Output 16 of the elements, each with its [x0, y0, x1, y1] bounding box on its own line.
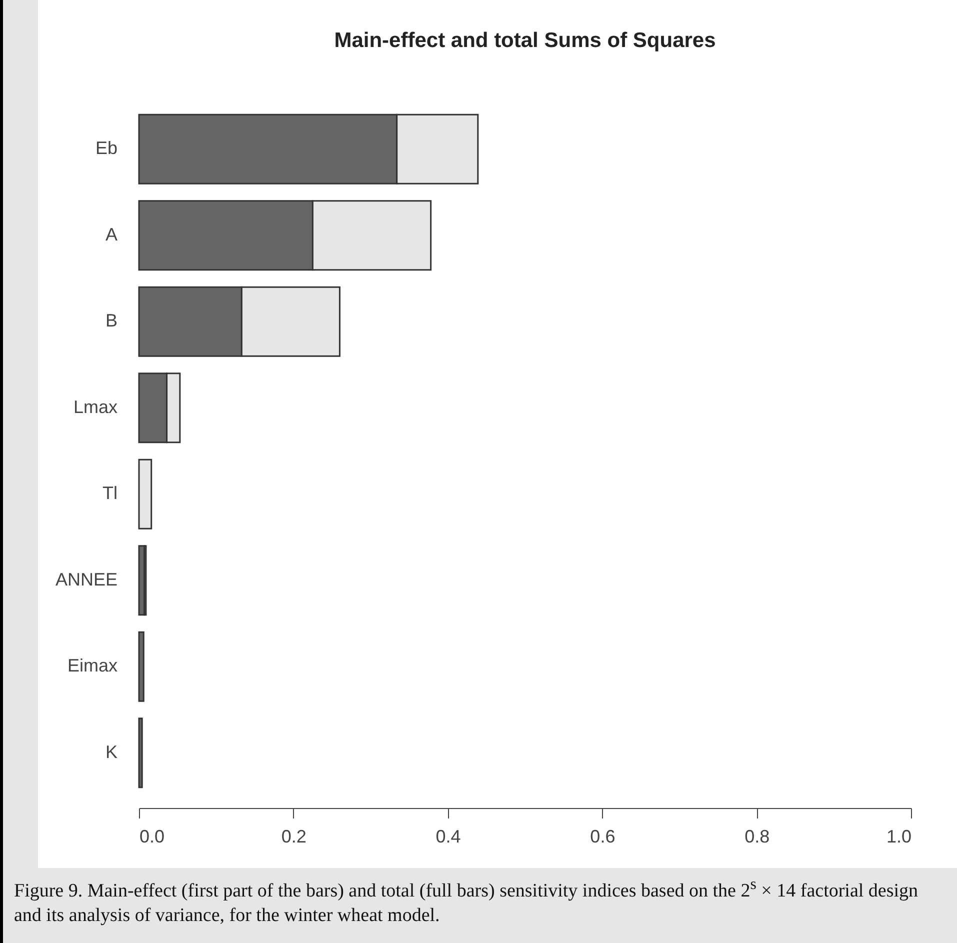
x-tick-label: 1.0 [886, 826, 912, 846]
y-tick-label: B [105, 310, 118, 331]
x-tick-label: 0.6 [590, 826, 616, 846]
y-tick-label: Tl [102, 483, 118, 504]
x-tick-label: 0.2 [281, 826, 306, 846]
y-tick-label: K [105, 742, 118, 762]
y-tick-label: ANNEE [55, 569, 118, 590]
x-tick-label: 0.4 [436, 826, 461, 846]
text: Figure 9. Main-effect (first part of the bars) and total (full bars) sensitivity indices based on the 2$^{s}$ × 14 factorial design and its analysis of variance, for the winter wheat model. [14, 876, 918, 926]
chart-title: Main-effect and total Sums of Squares [334, 29, 716, 52]
y-tick-label: Eb [95, 138, 118, 158]
y-tick-label: A [105, 224, 118, 244]
x-tick-label: 0.8 [744, 826, 770, 846]
x-tick-label: 0.0 [140, 826, 165, 846]
y-tick-label: Eimax [67, 656, 118, 676]
y-tick-label: Lmax [73, 396, 118, 417]
